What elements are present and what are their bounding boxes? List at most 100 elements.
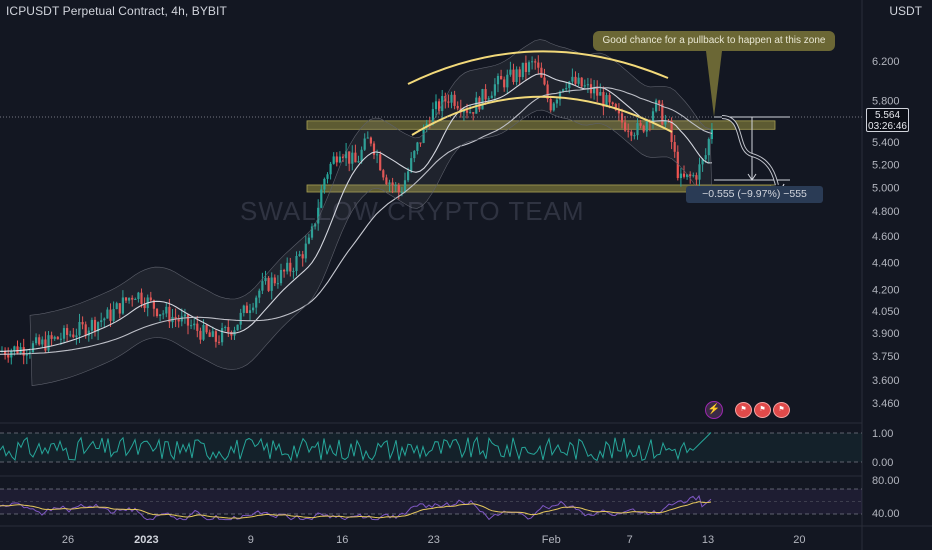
candle-body — [103, 318, 106, 321]
candle-body — [248, 310, 252, 314]
candle-body — [44, 339, 47, 351]
candle-body — [664, 120, 667, 125]
candle-body — [574, 76, 577, 84]
candle-body — [208, 332, 211, 337]
candle-body — [394, 185, 397, 187]
rsi-tick-label: 40.00 — [872, 508, 900, 520]
candle-body — [577, 77, 580, 84]
candle-body — [447, 101, 450, 103]
indicator-icons: ⚡ ⚑ ⚑ ⚑ — [705, 401, 790, 419]
price-tick-label: 3.460 — [872, 398, 900, 410]
rsi-ma-line — [0, 501, 712, 519]
oscillator-tick-label: 1.00 — [872, 428, 893, 440]
candle-body — [397, 185, 400, 193]
candle-body — [90, 319, 93, 331]
candle-body — [366, 137, 369, 139]
time-tick-label: 23 — [428, 534, 440, 546]
candle-body — [84, 324, 87, 336]
candle-body — [403, 180, 407, 193]
candle-body — [444, 96, 447, 102]
candle-body — [686, 174, 689, 177]
price-axis[interactable]: 6.200 5.800 5.400 5.200 5.000 4.800 4.600 4.400… — [872, 56, 900, 520]
candle-body — [413, 150, 416, 159]
candle-body — [531, 61, 534, 63]
oscillator-line — [0, 432, 712, 462]
flag-icon[interactable]: ⚑ — [773, 402, 790, 418]
candle-body — [112, 309, 115, 321]
candle-body — [190, 325, 193, 327]
candle-body — [540, 67, 543, 78]
currency-label[interactable]: USDT — [889, 4, 922, 18]
candle-body — [509, 69, 512, 75]
candle-body — [515, 69, 518, 83]
candle-body — [407, 171, 410, 181]
candle-body — [35, 337, 38, 344]
candle-body — [245, 305, 248, 314]
candle-body — [456, 105, 459, 109]
measure-label[interactable]: −0.555 (−9.97%) −555 — [686, 186, 823, 203]
time-tick-label: 20 — [793, 534, 805, 546]
rounding-top-curve — [411, 95, 673, 136]
candle-body — [707, 139, 710, 156]
symbol-title[interactable]: ICPUSDT Perpetual Contract, 4h, BYBIT — [6, 4, 227, 18]
candle-body — [651, 111, 655, 123]
time-axis[interactable]: 26 2023 9 16 23 Feb 7 13 20 — [62, 534, 806, 546]
projected-path-inner — [721, 116, 779, 191]
candle-body — [335, 156, 338, 163]
candle-body — [658, 100, 661, 104]
candle-body — [276, 283, 279, 285]
candle-body — [326, 174, 329, 179]
candle-body — [624, 122, 627, 131]
candle-body — [630, 131, 633, 136]
pullback-callout[interactable]: Good chance for a pullback to happen at … — [593, 31, 835, 51]
candle-body — [196, 323, 199, 331]
rsi-panel[interactable] — [0, 488, 862, 521]
rsi-tick-label: 80.00 — [872, 475, 900, 487]
candle-body — [345, 151, 348, 159]
candle-body — [149, 297, 152, 301]
candle-body — [310, 226, 314, 238]
candle-body — [341, 156, 345, 159]
price-tick-label: 3.750 — [872, 351, 900, 363]
candle-body — [162, 313, 165, 315]
measure-arrow-head — [747, 173, 757, 181]
candle-body — [503, 79, 506, 88]
candle-body — [221, 328, 224, 343]
candle-body — [75, 335, 78, 338]
candle-body — [369, 137, 372, 144]
price-tick-label: 5.000 — [872, 182, 900, 194]
candle-body — [180, 316, 183, 322]
candle-body — [599, 92, 602, 96]
oscillator-tick-label: 0.00 — [872, 457, 893, 469]
candle-body — [298, 254, 301, 257]
time-tick-label: 7 — [627, 534, 633, 546]
candle-body — [109, 309, 112, 321]
candle-body — [552, 103, 555, 111]
candle-body — [385, 177, 388, 185]
candle-body — [450, 94, 453, 103]
oscillator-panel[interactable] — [0, 432, 862, 463]
candle-body — [174, 316, 177, 320]
candle-body — [239, 312, 242, 325]
flag-icon[interactable]: ⚑ — [735, 402, 752, 418]
price-tick-label: 4.800 — [872, 206, 900, 218]
flag-icon[interactable]: ⚑ — [754, 402, 771, 418]
candle-body — [372, 143, 376, 155]
candle-body — [521, 62, 524, 78]
rounding-top-curve — [407, 50, 669, 85]
candle-body — [7, 355, 10, 358]
candle-body — [317, 207, 320, 224]
candle-body — [100, 320, 103, 323]
candle-body — [543, 77, 546, 85]
candle-body — [500, 75, 503, 80]
candle-body — [490, 95, 493, 99]
candle-body — [183, 314, 186, 317]
candle-body — [689, 174, 692, 177]
candle-body — [493, 84, 496, 96]
time-tick-label: 9 — [248, 534, 254, 546]
time-tick-label: 26 — [62, 534, 74, 546]
lightning-icon[interactable]: ⚡ — [705, 401, 723, 419]
price-tick-label: 4.400 — [872, 257, 900, 269]
